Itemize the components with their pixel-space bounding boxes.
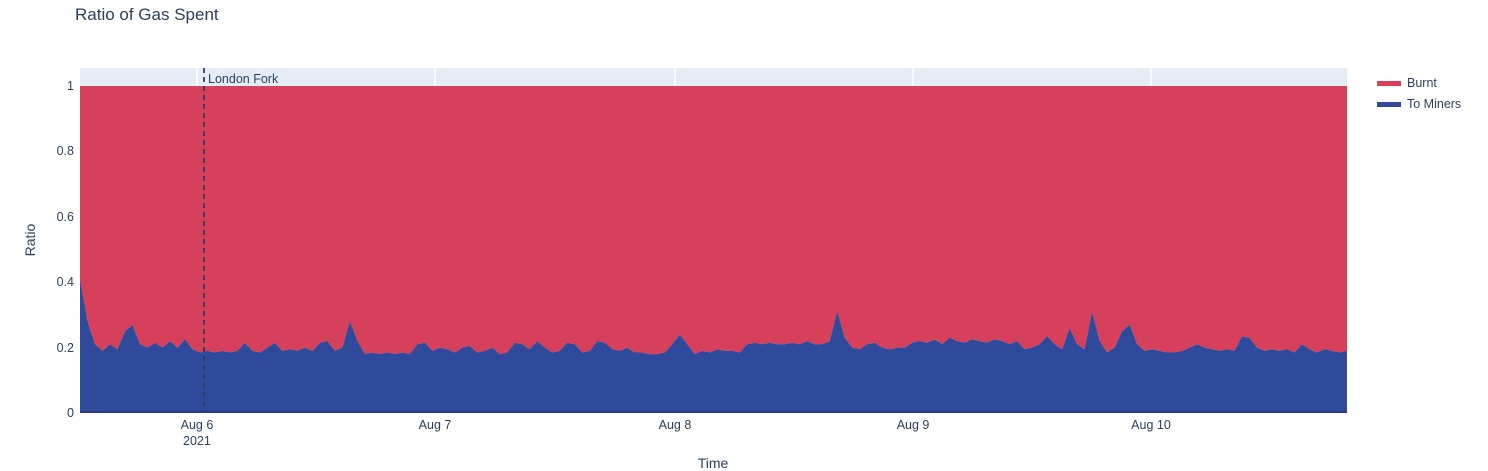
x-tick-label: Aug 9 [896, 418, 930, 432]
burnt-series-swatch-icon [1377, 80, 1401, 86]
y-tick-label: 0.6 [56, 209, 74, 224]
y-tick-label: 0 [67, 406, 74, 420]
x-tick-label: Aug 7 [418, 418, 452, 432]
y-tick-label: 0.8 [56, 144, 74, 159]
y-tick-label: 0.4 [56, 275, 74, 290]
x-tick-label: Aug 10 [1131, 418, 1171, 432]
y-tick-label: 1 [67, 79, 74, 93]
legend: Burnt To Miners [1377, 76, 1461, 118]
legend-label-burnt: Burnt [1407, 76, 1437, 90]
x-axis-title: Time [697, 455, 729, 471]
to-miners-series-swatch-icon [1377, 101, 1401, 107]
legend-label-to-miners: To Miners [1407, 97, 1462, 111]
to-miners-area [80, 278, 1347, 413]
plot-area[interactable] [80, 68, 1347, 413]
x-tick-sublabel: 2021 [183, 434, 211, 448]
x-axis-line [80, 411, 1347, 413]
burnt-area [80, 86, 1347, 355]
legend-item-to-miners[interactable]: To Miners [1377, 97, 1461, 111]
legend-item-burnt[interactable]: Burnt [1377, 76, 1461, 90]
y-tick-label: 0.2 [56, 340, 74, 355]
london-fork-annotation: London Fork [208, 72, 279, 86]
chart-title: Ratio of Gas Spent [75, 5, 219, 24]
stacked-area-chart[interactable] [80, 68, 1347, 413]
x-tick-label: Aug 6 2021 [180, 418, 214, 448]
x-tick-label: Aug 8 [658, 418, 692, 432]
y-axis-title: Ratio [22, 223, 38, 257]
